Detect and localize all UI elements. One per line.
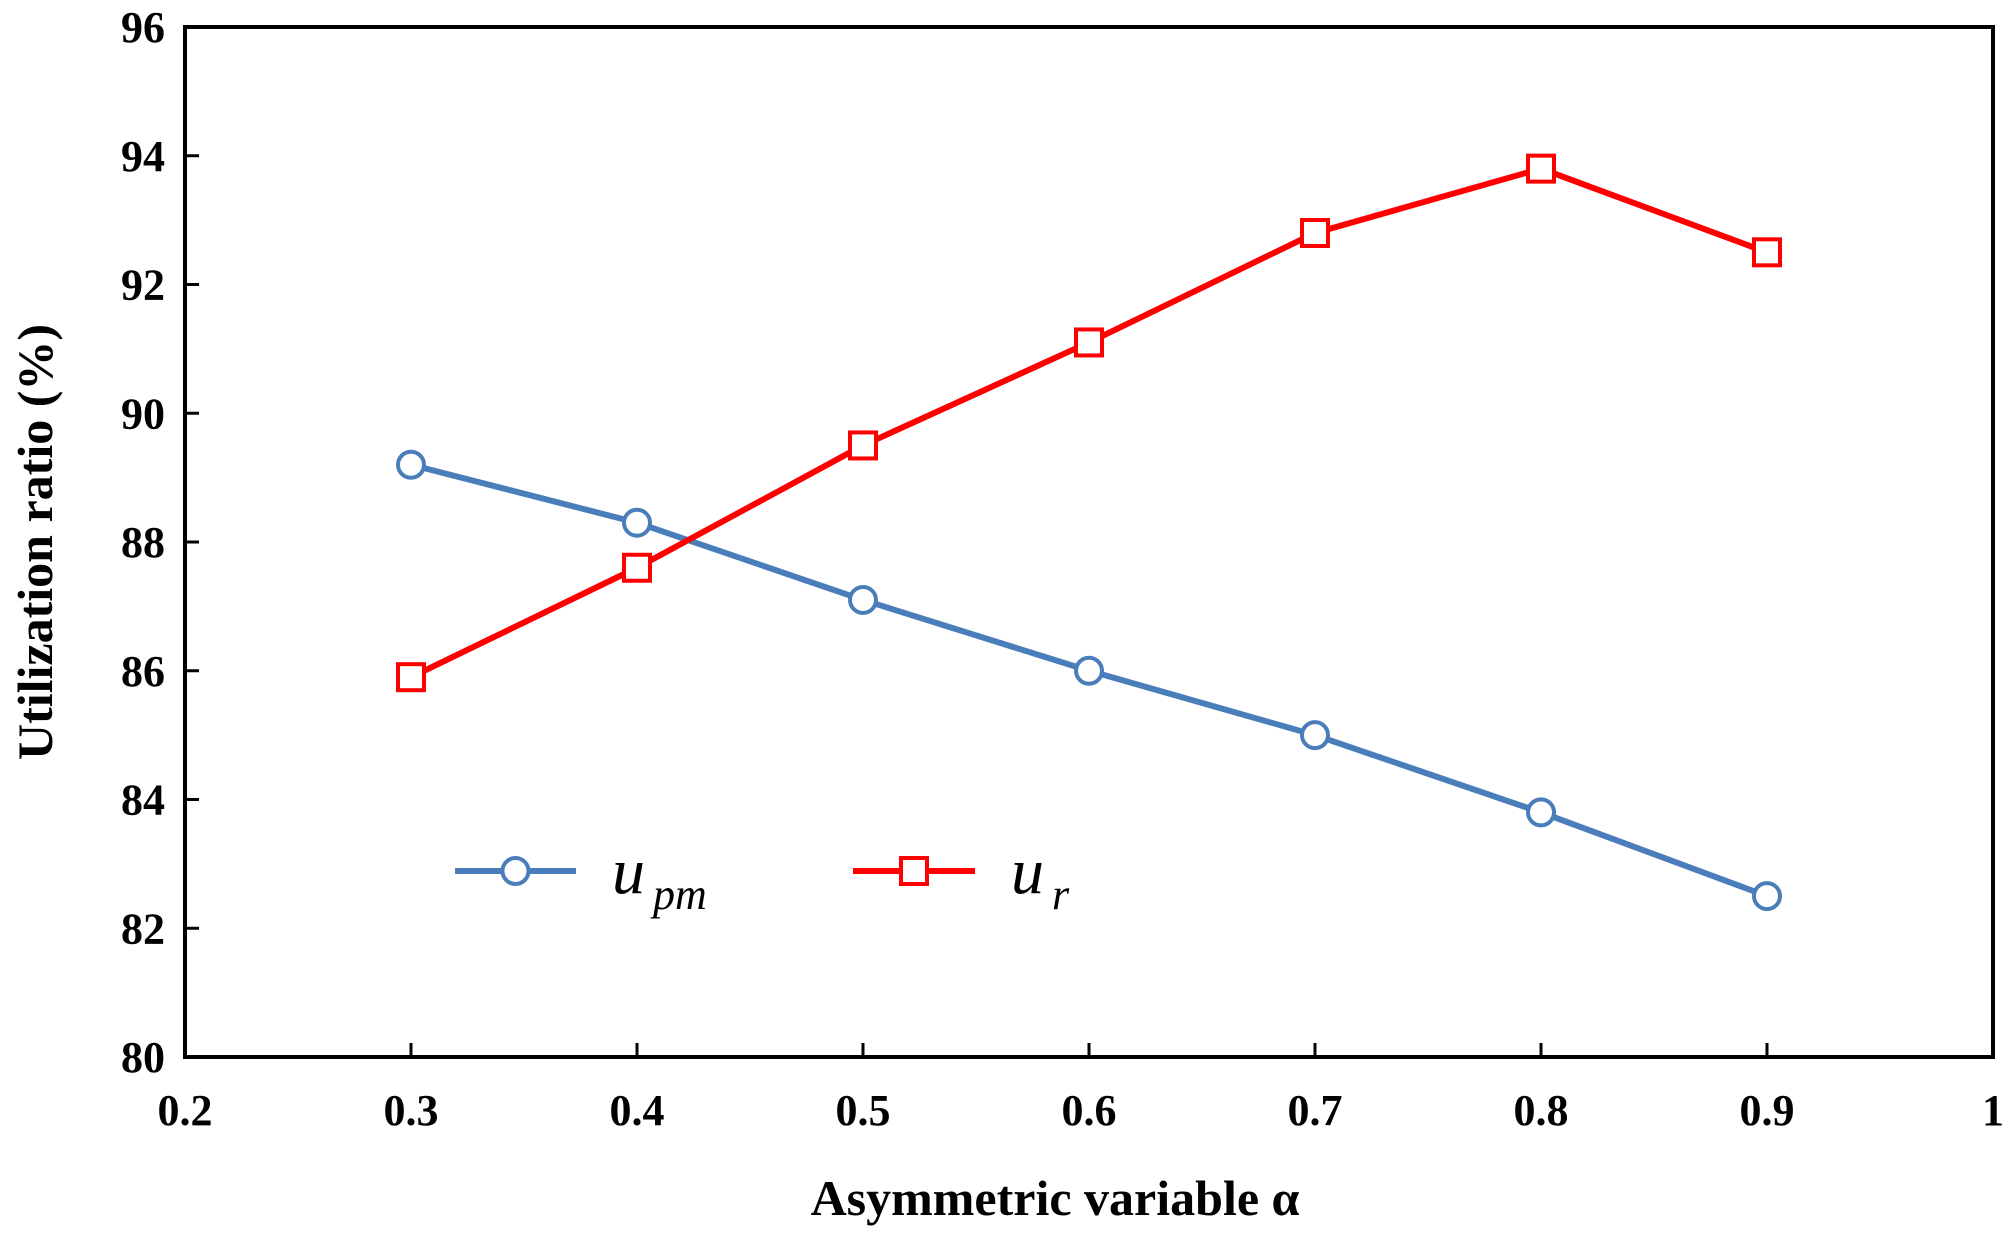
y-tick-label: 86 — [121, 647, 165, 696]
legend-entry-u-pm: u pm — [455, 835, 707, 919]
x-axis: 0.2 0.3 0.4 0.5 0.6 0.7 0.8 0.9 1 — [158, 1043, 2004, 1135]
data-point — [1752, 881, 1782, 912]
legend-label-sub: pm — [650, 870, 707, 919]
y-tick-label: 84 — [121, 776, 165, 825]
x-tick-label: 0.6 — [1062, 1086, 1117, 1135]
y-tick-label: 92 — [121, 261, 165, 310]
data-point — [1526, 797, 1556, 828]
x-tick-label: 0.8 — [1514, 1086, 1569, 1135]
series-u-pm — [396, 449, 1782, 912]
data-point — [396, 449, 426, 480]
y-tick-label: 94 — [121, 132, 165, 181]
legend-marker — [500, 856, 531, 886]
x-tick-label: 0.3 — [384, 1086, 439, 1135]
legend-label-main: u — [1011, 835, 1044, 908]
y-axis-title: Utilization ratio (%) — [7, 324, 63, 760]
series-u-r — [396, 153, 1782, 693]
plot-area — [183, 25, 1995, 1059]
legend-marker — [899, 856, 929, 886]
y-axis: 80 82 84 86 88 90 92 94 96 — [121, 3, 199, 1082]
x-tick-label: 0.5 — [836, 1086, 891, 1135]
data-point — [1300, 720, 1330, 751]
data-point — [1526, 153, 1556, 184]
legend-label: u pm — [612, 835, 707, 919]
data-point — [1752, 237, 1782, 268]
legend: u pm u r — [455, 835, 1070, 919]
data-point — [622, 507, 652, 538]
legend-label-sub: r — [1052, 870, 1070, 919]
data-point — [848, 430, 878, 461]
y-tick-label: 90 — [121, 389, 165, 438]
data-point — [396, 662, 426, 693]
y-tick-label: 80 — [121, 1033, 165, 1082]
x-axis-title: Asymmetric variable α — [811, 1170, 1300, 1226]
data-point — [1074, 655, 1104, 686]
y-tick-label: 88 — [121, 518, 165, 567]
legend-label-main: u — [612, 835, 645, 908]
y-tick-label: 96 — [121, 3, 165, 52]
data-point — [1074, 327, 1104, 358]
data-point — [1300, 218, 1330, 248]
x-tick-label: 1 — [1982, 1086, 2004, 1135]
x-tick-label: 0.7 — [1288, 1086, 1343, 1135]
data-point — [848, 584, 878, 615]
y-tick-label: 82 — [121, 904, 165, 953]
series-layer — [396, 153, 1782, 912]
x-tick-label: 0.9 — [1740, 1086, 1795, 1135]
x-tick-label: 0.2 — [158, 1086, 213, 1135]
data-point — [622, 552, 652, 583]
x-tick-label: 0.4 — [610, 1086, 665, 1135]
